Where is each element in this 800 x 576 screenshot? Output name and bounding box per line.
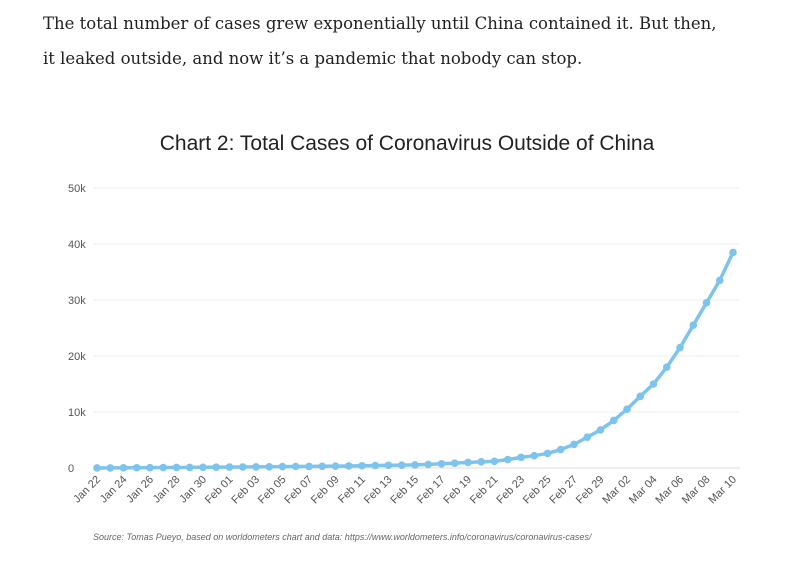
point	[238, 463, 247, 471]
point	[358, 461, 366, 470]
x-tick-label: Feb 27	[547, 474, 580, 507]
point	[689, 321, 698, 330]
x-tick-label: Feb 05	[256, 474, 289, 507]
point	[636, 392, 645, 401]
point	[344, 462, 353, 470]
point	[199, 463, 207, 472]
point	[490, 457, 499, 466]
point	[384, 461, 393, 470]
x-tick-label: Feb 03	[229, 474, 262, 507]
x-tick-label: Mar 10	[706, 474, 739, 507]
x-tick-label: Jan 28	[151, 474, 183, 506]
x-tick-label: Feb 29	[574, 474, 607, 507]
line	[96, 251, 735, 470]
point	[729, 248, 737, 257]
point	[556, 445, 565, 454]
point	[225, 463, 234, 471]
x-tick-label: Mar 02	[600, 474, 633, 507]
point	[106, 464, 115, 472]
point	[649, 380, 658, 388]
point	[305, 462, 313, 471]
y-tick-label: 40k	[68, 239, 86, 251]
point	[583, 433, 592, 442]
x-tick-label: Feb 07	[282, 474, 315, 507]
x-tick-label: Feb 21	[468, 474, 501, 507]
point	[676, 343, 684, 352]
point	[265, 462, 274, 471]
x-tick-label: Feb 25	[521, 474, 554, 507]
point	[450, 459, 459, 467]
paragraph-line: The total number of cases grew exponenti…	[43, 14, 716, 33]
point	[609, 416, 618, 425]
x-tick-label: Mar 06	[653, 474, 686, 507]
y-tick-label: 30k	[68, 295, 86, 307]
point	[185, 463, 194, 472]
paragraph-line: it leaked outside, and now it’s a pandem…	[43, 49, 582, 68]
point	[291, 462, 300, 471]
y-tick-label: 50k	[68, 183, 86, 195]
point	[570, 440, 578, 449]
y-tick-label: 0	[68, 463, 74, 475]
x-tick-label: Feb 11	[336, 474, 368, 506]
x-tick-label: Jan 30	[177, 474, 209, 506]
point	[331, 462, 340, 470]
point	[424, 460, 433, 469]
point	[172, 463, 181, 472]
point	[596, 426, 605, 434]
point	[397, 461, 406, 469]
x-tick-label: Feb 23	[494, 474, 527, 507]
point	[159, 463, 168, 472]
x-tick-label: Jan 26	[124, 474, 156, 506]
x-tick-label: Mar 04	[627, 474, 660, 507]
x-tick-label: Feb 17	[415, 474, 448, 507]
point	[371, 461, 380, 470]
point	[119, 464, 128, 472]
source-note: Source: Tomas Pueyo, based on worldomete…	[93, 532, 593, 542]
point	[411, 461, 419, 469]
point	[702, 299, 711, 307]
point	[464, 458, 472, 467]
x-tick-label: Feb 13	[362, 474, 395, 507]
point	[662, 363, 671, 372]
point	[623, 405, 631, 414]
x-tick-label: Feb 19	[441, 474, 474, 507]
point	[543, 449, 552, 458]
point	[278, 462, 287, 471]
x-tick-label: Feb 15	[388, 474, 421, 507]
point	[503, 455, 512, 464]
y-tick-label: 20k	[68, 351, 86, 363]
point	[212, 463, 221, 471]
point	[93, 464, 101, 472]
point	[146, 463, 154, 472]
point	[318, 462, 327, 471]
chart-title: Chart 2: Total Cases of Coronavirus Outs…	[160, 132, 655, 155]
point	[530, 451, 539, 460]
x-tick-label: Feb 01	[203, 474, 236, 507]
point	[132, 463, 141, 472]
point	[437, 460, 446, 468]
x-tick-label: Feb 09	[309, 474, 342, 507]
point	[252, 463, 260, 471]
point	[715, 276, 724, 285]
y-tick-label: 10k	[68, 407, 86, 419]
x-tick-label: Mar 08	[680, 474, 713, 507]
point	[517, 453, 525, 462]
x-tick-label: Jan 24	[98, 474, 130, 506]
point	[477, 458, 486, 466]
x-tick-label: Jan 22	[71, 474, 103, 506]
